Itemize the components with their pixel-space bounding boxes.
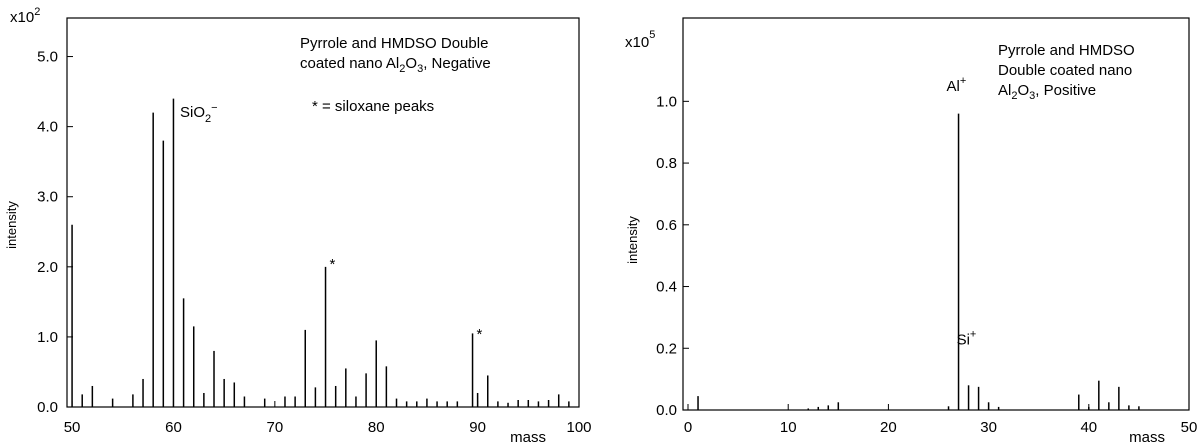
left-annotation-line-2: coated nano Al2O3, Negative [300,55,491,75]
left-y-tick-label: 3.0 [37,189,58,206]
right-x-tick-label: 0 [684,419,692,436]
left-x-tick-label: 90 [469,419,486,436]
right-x-tick-label: 20 [880,419,897,436]
right-y-multiplier: x105 [625,29,655,51]
left-y-tick-label: 4.0 [37,119,58,136]
right-x-tick-label: 30 [980,419,997,436]
negative-spectrum-panel: x102 intensity mass Pyrrole and HMDSO Do… [4,6,592,444]
left-annotation-line-1: Pyrrole and HMDSO Double [300,35,488,52]
right-x-tick-label: 40 [1080,419,1097,436]
left-x-axis-label: mass [510,429,546,444]
left-x-tick-label: 50 [64,419,81,436]
right-y-tick-label: 0.8 [656,155,677,172]
right-plot-frame [682,17,1190,411]
right-annotation-line-3: Al2O3, Positive [998,82,1096,102]
left-x-tick-label: 100 [566,419,591,436]
left-x-tick-label: 80 [368,419,385,436]
positive-spectrum-panel: x105 intensity mass Pyrrole and HMDSO Do… [625,17,1198,444]
right-y-tick-label: 0.2 [656,340,677,357]
right-y-axis-label: intensity [625,216,640,264]
right-x-axis-label: mass [1129,429,1165,444]
siloxane-star-mark: * [330,256,336,273]
right-y-tick-label: 0.6 [656,217,677,234]
left-y-multiplier: x102 [10,6,40,26]
left-plot-frame [66,17,580,408]
left-y-tick-label: 5.0 [37,49,58,66]
siloxane-star-mark: * [477,326,483,343]
right-x-tick-label: 50 [1181,419,1198,436]
left-y-tick-label: 0.0 [37,399,58,416]
left-y-axis-label: intensity [4,201,19,249]
right-y-tick-label: 1.0 [656,93,677,110]
sio2-peak-label: SiO2− [180,102,218,125]
siloxane-note: * = siloxane peaks [312,98,434,115]
left-y-tick-label: 2.0 [37,259,58,276]
left-x-tick-label: 60 [165,419,182,436]
right-annotation-line-1: Pyrrole and HMDSO [998,42,1135,59]
right-y-tick-label: 0.4 [656,279,677,296]
right-y-tick-label: 0.0 [656,402,677,419]
ion-peak-label: Al+ [947,75,967,95]
ion-peak-label: Si+ [957,328,977,348]
right-annotation-line-2: Double coated nano [998,62,1132,79]
left-y-tick-label: 1.0 [37,329,58,346]
right-x-tick-label: 10 [780,419,797,436]
left-x-tick-label: 70 [266,419,283,436]
